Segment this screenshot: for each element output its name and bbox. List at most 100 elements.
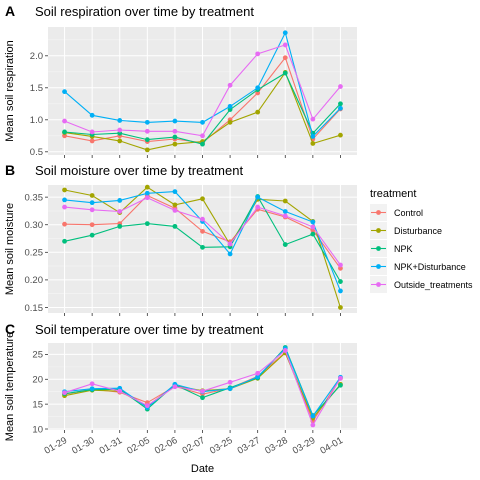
legend-label: Outside_treatments	[394, 280, 473, 290]
y-tick-label: 2.0	[30, 51, 43, 62]
x-tick-label: 01-31	[98, 435, 125, 457]
data-point	[338, 101, 343, 107]
x-tick-label: 03-27	[236, 435, 263, 457]
x-tick-label: 01-30	[70, 435, 97, 457]
data-point	[89, 200, 95, 206]
data-point	[62, 390, 67, 396]
legend-key-point	[376, 282, 381, 287]
legend-key-point	[376, 246, 381, 251]
data-point	[338, 105, 343, 111]
legend-key-point	[376, 228, 381, 233]
legend-item: NPK+Disturbance	[370, 258, 466, 275]
data-point	[338, 305, 343, 310]
data-point	[62, 187, 67, 193]
legend-title: treatment	[370, 188, 416, 200]
legend-key-point	[376, 210, 381, 215]
data-point	[338, 265, 343, 271]
data-point	[200, 388, 205, 394]
legend-item: Outside_treatments	[370, 276, 473, 293]
data-point	[200, 228, 205, 234]
data-point	[144, 119, 150, 125]
data-point	[117, 118, 123, 123]
data-point	[89, 232, 95, 238]
legend-item: Disturbance	[370, 222, 442, 239]
x-tick-label: 01-29	[42, 435, 69, 457]
data-point	[89, 138, 95, 144]
x-tick-label: 02-07	[180, 435, 207, 457]
data-point	[200, 244, 205, 250]
data-point	[282, 348, 288, 353]
data-point	[227, 119, 233, 125]
data-point	[227, 103, 233, 109]
data-point	[338, 288, 343, 294]
y-tick-label: 25	[32, 350, 43, 361]
data-point	[172, 189, 178, 195]
data-point	[310, 413, 316, 419]
x-tick-label: 04-01	[318, 435, 345, 457]
data-point	[338, 132, 343, 138]
data-point	[310, 116, 316, 122]
data-point	[89, 381, 95, 387]
data-point	[117, 209, 123, 214]
data-point	[62, 89, 67, 95]
y-tick-label: 10	[32, 424, 43, 435]
data-point	[282, 42, 288, 48]
data-point	[89, 207, 95, 213]
y-tick-label: 1.0	[30, 115, 43, 126]
data-point	[200, 141, 205, 147]
data-point	[255, 374, 261, 380]
data-point	[338, 262, 343, 268]
data-point	[255, 204, 261, 210]
data-point	[62, 129, 67, 135]
data-point	[117, 223, 123, 229]
data-point	[338, 84, 343, 89]
data-point	[144, 137, 150, 143]
data-point	[62, 238, 67, 244]
data-point	[89, 222, 95, 228]
data-point	[62, 197, 67, 203]
data-point	[172, 128, 178, 134]
data-point	[200, 119, 205, 125]
legend-label: NPK	[394, 244, 413, 254]
panel-tag: C	[5, 321, 15, 337]
data-point	[282, 30, 288, 36]
data-point	[200, 395, 205, 401]
y-tick-label: 0.30	[25, 220, 44, 231]
data-point	[172, 223, 178, 229]
data-point	[338, 382, 343, 388]
data-point	[172, 202, 178, 208]
data-point	[89, 129, 95, 135]
panel-title: Soil respiration over time by treatment	[35, 4, 254, 19]
y-tick-label: 0.25	[25, 248, 44, 259]
data-point	[117, 138, 123, 144]
data-point	[117, 388, 123, 394]
data-point	[62, 221, 67, 227]
x-tick-label: 03-25	[208, 435, 235, 457]
data-point	[172, 118, 178, 124]
data-point	[310, 134, 316, 139]
legend-item: Control	[370, 204, 423, 221]
data-point	[172, 384, 178, 390]
legend-label: Disturbance	[394, 226, 442, 236]
data-point	[310, 224, 316, 230]
panel-tag: A	[5, 3, 15, 19]
data-point	[200, 216, 205, 222]
panel-title: Soil moisture over time by treatment	[35, 163, 243, 178]
data-point	[310, 219, 316, 225]
legend-label: Control	[394, 208, 423, 218]
data-point	[227, 379, 233, 385]
y-tick-label: 0.20	[25, 275, 44, 286]
data-point	[282, 209, 288, 214]
data-point	[144, 221, 150, 227]
data-point	[172, 207, 178, 213]
panel-title: Soil temperature over time by treatment	[35, 322, 264, 337]
data-point	[227, 241, 233, 247]
y-tick-label: 0.15	[25, 303, 44, 314]
data-point	[144, 403, 150, 409]
data-point	[172, 134, 178, 140]
data-point	[282, 70, 288, 76]
data-point	[89, 112, 95, 118]
x-axis-title: Date	[191, 463, 214, 475]
